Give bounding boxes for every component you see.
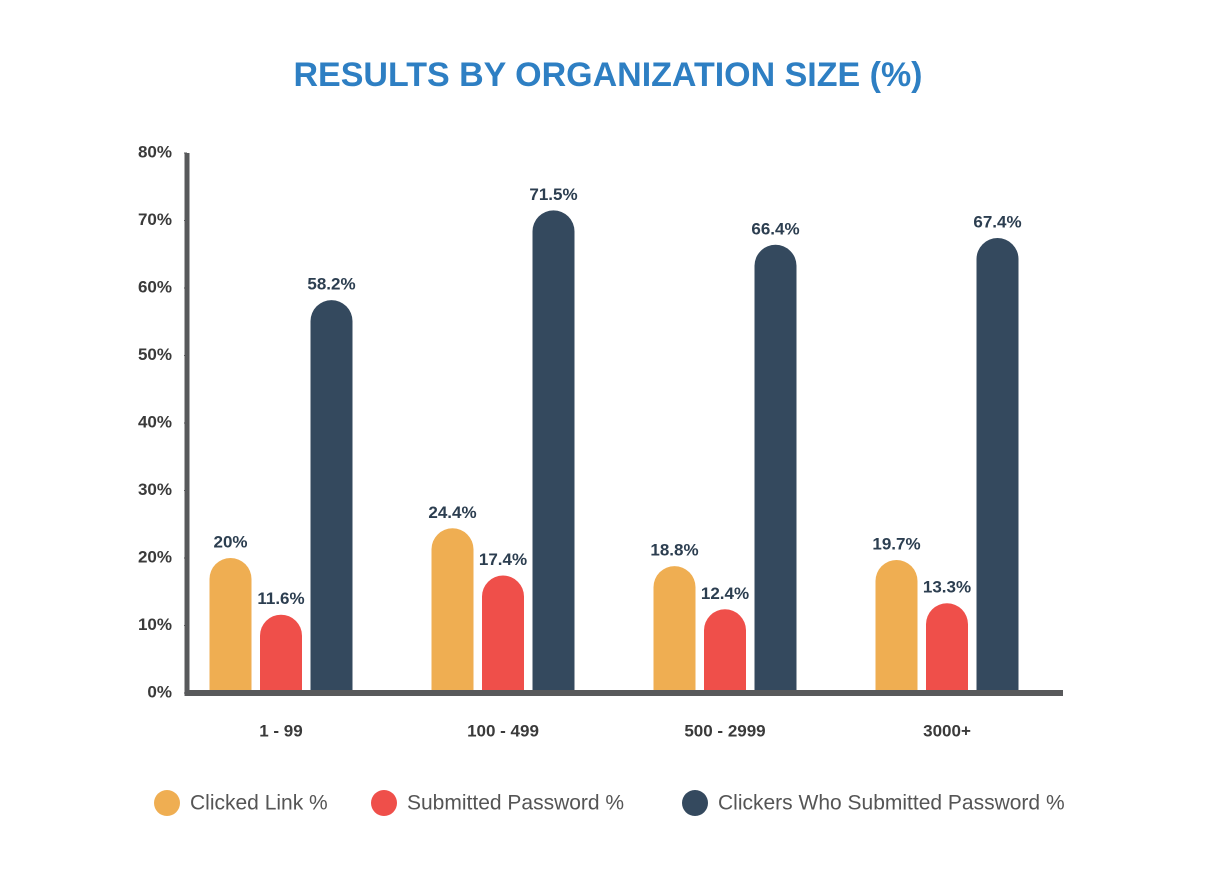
y-tick-label: 60%	[138, 277, 172, 296]
y-tick-label: 0%	[147, 682, 172, 701]
y-tick-label: 10%	[138, 615, 172, 634]
legend-marker	[371, 790, 397, 816]
bar	[310, 300, 353, 693]
y-tick-label: 70%	[138, 210, 172, 229]
data-label: 11.6%	[257, 589, 304, 608]
x-tick-label: 3000+	[923, 721, 971, 740]
legend-marker	[682, 790, 708, 816]
bar	[875, 560, 918, 693]
legend-marker	[154, 790, 180, 816]
data-label: 18.8%	[650, 541, 698, 560]
legend-label: Clickers Who Submitted Password %	[718, 792, 1065, 815]
data-label: 58.2%	[307, 275, 355, 294]
bar	[754, 244, 797, 693]
bar	[926, 603, 968, 693]
bar	[653, 566, 696, 693]
data-label: 71.5%	[529, 185, 577, 204]
y-tick-label: 20%	[138, 547, 172, 566]
data-label: 13.3%	[923, 578, 971, 597]
data-label: 17.4%	[479, 550, 527, 569]
data-label: 24.4%	[428, 503, 476, 522]
bar	[260, 614, 302, 693]
bar	[976, 238, 1019, 694]
data-label: 66.4%	[751, 219, 799, 238]
bar	[209, 558, 252, 693]
x-tick-label: 1 - 99	[259, 721, 302, 740]
y-tick-label: 40%	[138, 412, 172, 431]
data-label: 19.7%	[872, 535, 920, 554]
y-tick-label: 30%	[138, 480, 172, 499]
bar	[704, 609, 746, 693]
data-label: 20%	[213, 532, 247, 551]
x-tick-label: 100 - 499	[467, 721, 539, 740]
data-label: 67.4%	[973, 213, 1021, 232]
legend-label: Clicked Link %	[190, 792, 328, 815]
data-label: 12.4%	[701, 584, 749, 603]
bar	[431, 528, 474, 693]
bar	[482, 575, 524, 693]
bar	[532, 210, 575, 694]
chart-title: RESULTS BY ORGANIZATION SIZE (%)	[293, 56, 922, 94]
legend-label: Submitted Password %	[407, 792, 624, 815]
y-tick-label: 50%	[138, 345, 172, 364]
y-tick-label: 80%	[138, 142, 172, 161]
x-tick-label: 500 - 2999	[684, 721, 765, 740]
